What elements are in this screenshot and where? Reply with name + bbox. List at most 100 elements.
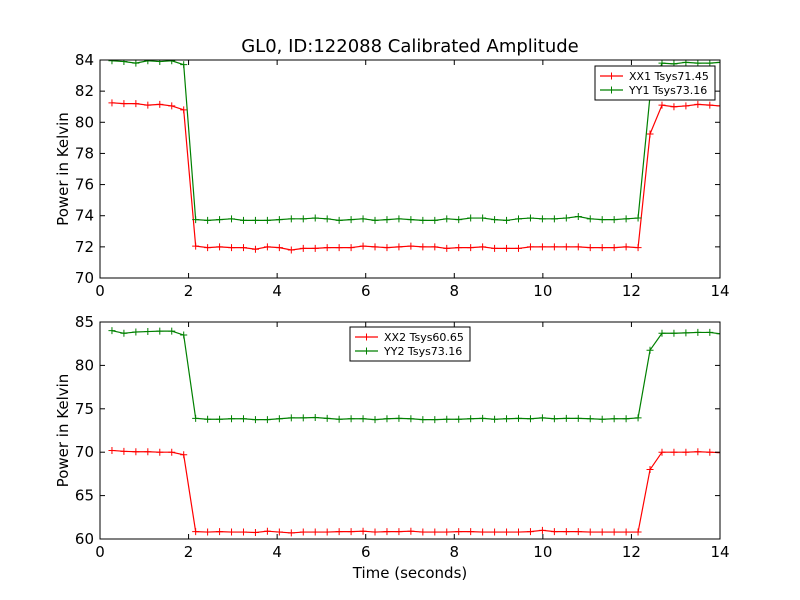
data-point bbox=[239, 244, 247, 252]
data-point bbox=[491, 216, 499, 224]
legend-marker bbox=[363, 347, 370, 355]
data-point bbox=[120, 447, 128, 455]
x-tick-label: 4 bbox=[272, 543, 282, 561]
data-point bbox=[144, 60, 152, 65]
data-point bbox=[694, 60, 702, 67]
y-tick-label: 65 bbox=[75, 487, 94, 505]
series-1 bbox=[108, 99, 720, 254]
y-tick-label: 74 bbox=[75, 207, 94, 225]
data-point bbox=[132, 328, 140, 336]
data-point bbox=[156, 327, 164, 335]
data-point bbox=[383, 244, 391, 252]
data-point bbox=[646, 346, 654, 354]
data-point bbox=[706, 328, 714, 336]
data-point bbox=[168, 327, 176, 335]
data-point bbox=[716, 102, 720, 110]
data-point bbox=[323, 414, 331, 422]
x-tick-label: 12 bbox=[622, 543, 641, 561]
data-point bbox=[431, 416, 439, 424]
data-point bbox=[682, 448, 690, 456]
data-point bbox=[156, 100, 164, 108]
data-point bbox=[550, 415, 558, 423]
x-tick-label: 10 bbox=[533, 282, 552, 300]
legend-label: XX2 Tsys60.65 bbox=[384, 331, 464, 344]
data-point bbox=[491, 528, 499, 536]
data-point bbox=[108, 327, 116, 335]
data-point bbox=[108, 99, 116, 107]
x-tick-label: 14 bbox=[710, 543, 729, 561]
data-point bbox=[359, 242, 367, 250]
data-point bbox=[634, 414, 642, 422]
data-point bbox=[204, 528, 212, 536]
data-point bbox=[180, 61, 188, 69]
data-point bbox=[323, 215, 331, 223]
data-point bbox=[192, 242, 200, 250]
x-tick-label: 14 bbox=[710, 282, 729, 300]
data-point bbox=[646, 130, 654, 138]
data-point bbox=[311, 528, 319, 536]
data-point bbox=[586, 244, 594, 252]
data-point bbox=[347, 216, 355, 224]
data-point bbox=[371, 243, 379, 251]
data-point bbox=[299, 244, 307, 252]
data-point bbox=[562, 414, 570, 422]
data-point bbox=[634, 214, 642, 222]
data-point bbox=[168, 102, 176, 110]
data-point bbox=[335, 244, 343, 252]
data-point bbox=[395, 243, 403, 251]
data-point bbox=[562, 528, 570, 536]
data-point bbox=[168, 448, 176, 456]
y-tick-label: 70 bbox=[75, 443, 94, 461]
data-point bbox=[311, 214, 319, 222]
y-tick-label: 80 bbox=[75, 356, 94, 374]
data-point bbox=[347, 528, 355, 536]
data-point bbox=[120, 329, 128, 337]
data-point bbox=[431, 243, 439, 251]
data-point bbox=[479, 214, 487, 222]
data-point bbox=[574, 212, 582, 220]
data-point bbox=[395, 528, 403, 536]
data-point bbox=[443, 415, 451, 423]
series-line bbox=[111, 330, 720, 421]
data-point bbox=[299, 414, 307, 422]
data-point bbox=[586, 528, 594, 536]
data-point bbox=[622, 528, 630, 536]
data-point bbox=[407, 216, 415, 224]
data-point bbox=[419, 243, 427, 251]
data-point bbox=[574, 528, 582, 536]
data-point bbox=[251, 416, 259, 424]
data-point bbox=[443, 528, 451, 536]
data-point bbox=[156, 60, 164, 66]
data-point bbox=[479, 414, 487, 422]
data-point bbox=[275, 216, 283, 224]
data-point bbox=[120, 60, 128, 66]
data-point bbox=[359, 415, 367, 423]
data-point bbox=[204, 244, 212, 252]
data-point bbox=[716, 330, 720, 338]
data-point bbox=[562, 243, 570, 251]
y-axis-label: Power in Kelvin bbox=[54, 112, 72, 226]
data-point bbox=[610, 528, 618, 536]
data-point bbox=[419, 216, 427, 224]
data-point bbox=[168, 60, 176, 65]
data-point bbox=[658, 329, 666, 337]
data-point bbox=[706, 448, 714, 456]
data-point bbox=[467, 528, 475, 536]
y-tick-label: 82 bbox=[75, 82, 94, 100]
data-point bbox=[407, 242, 415, 250]
data-point bbox=[192, 414, 200, 422]
data-point bbox=[192, 528, 200, 536]
x-tick-label: 10 bbox=[533, 543, 552, 561]
legend-label: YY2 Tsys73.16 bbox=[383, 345, 462, 358]
series-line bbox=[111, 449, 720, 534]
data-point bbox=[682, 329, 690, 337]
y-tick-label: 84 bbox=[75, 51, 94, 69]
data-point bbox=[287, 529, 295, 537]
data-point bbox=[311, 413, 319, 421]
data-point bbox=[491, 244, 499, 252]
series-line bbox=[111, 102, 720, 251]
data-point bbox=[658, 448, 666, 456]
data-point bbox=[192, 216, 200, 224]
data-point bbox=[263, 216, 271, 224]
